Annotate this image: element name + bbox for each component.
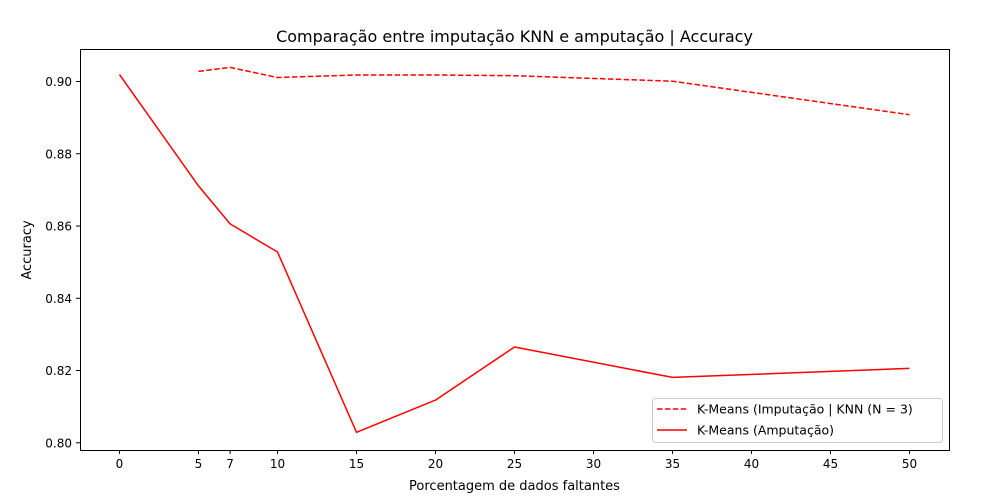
x-tick-label: 7 (226, 457, 234, 471)
x-tick-label: 35 (665, 457, 680, 471)
y-tick-label: 0.90 (45, 75, 72, 89)
x-tick-label: 5 (195, 457, 203, 471)
y-tick-label: 0.88 (45, 147, 72, 161)
series-layer (118, 66, 910, 434)
legend-label-amputacao: K-Means (Amputação) (697, 423, 834, 438)
x-tick-label: 10 (270, 457, 285, 471)
x-tick-label: 45 (823, 457, 838, 471)
x-axis-label: Porcentagem de dados faltantes (409, 479, 620, 494)
y-axis-label: Accuracy (20, 220, 35, 280)
y-tick-label: 0.86 (45, 220, 72, 234)
x-tick-label: 0 (116, 457, 124, 471)
chart-title: Comparação entre imputação KNN e amputaç… (276, 27, 753, 46)
x-tick-label: 30 (586, 457, 601, 471)
plot-area (80, 49, 950, 451)
x-tick-label: 20 (428, 457, 443, 471)
legend-box (652, 398, 943, 443)
x-tick-label: 15 (349, 457, 364, 471)
y-tick-label: 0.82 (45, 364, 72, 378)
x-axis-ticks: 0 5 7 10 15 20 25 30 35 40 45 50 (116, 450, 917, 471)
y-axis-ticks: 0.80 0.82 0.84 0.86 0.88 0.90 (45, 75, 80, 450)
y-tick-label: 0.80 (45, 436, 72, 450)
y-tick-label: 0.84 (45, 292, 72, 306)
x-tick-label: 50 (902, 457, 917, 471)
x-tick-label: 25 (507, 457, 522, 471)
x-tick-label: 40 (744, 457, 759, 471)
legend: K-Means (Imputação | KNN (N = 3) K-Means… (652, 398, 943, 443)
series-line-imputacao (198, 66, 910, 116)
legend-label-imputacao: K-Means (Imputação | KNN (N = 3) (697, 402, 913, 417)
series-line-amputacao (118, 74, 910, 434)
